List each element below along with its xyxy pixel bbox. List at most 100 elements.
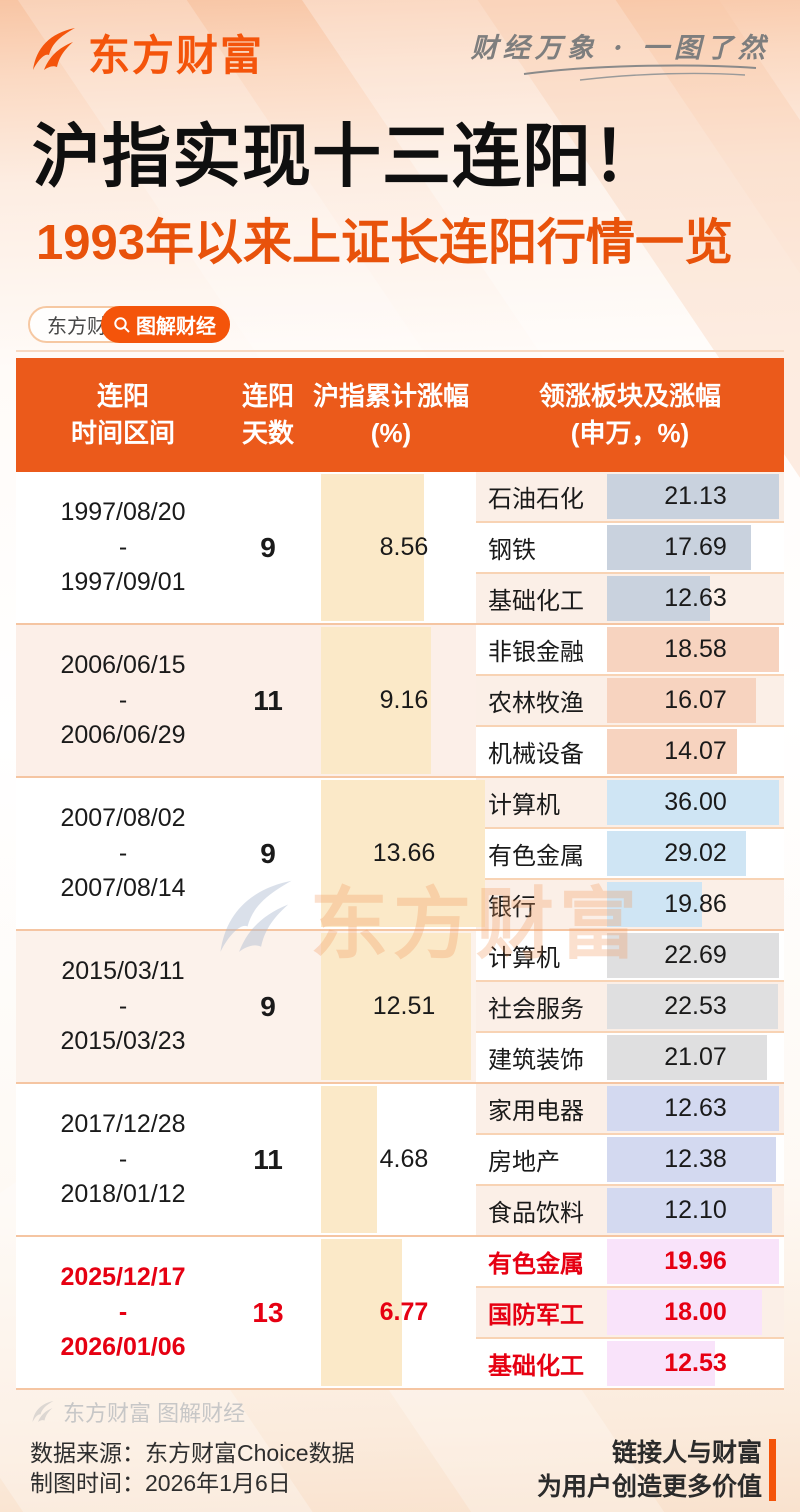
gain-bar xyxy=(321,627,431,774)
days-value: 9 xyxy=(260,837,276,869)
sector-value: 12.53 xyxy=(664,1349,727,1377)
sector-name: 基础化工 xyxy=(488,588,584,615)
sector-value: 22.53 xyxy=(664,992,727,1020)
footer-swoosh-icon xyxy=(32,1401,54,1422)
sector-name: 有色金属 xyxy=(488,1251,584,1278)
sectors-cell: 石油石化 21.13 钢铁 17.69 基础化工 12.63 xyxy=(476,472,784,623)
sector-bar xyxy=(607,1188,772,1233)
sector-name: 银行 xyxy=(488,894,536,921)
divider-line xyxy=(16,350,784,352)
period-text: 2006/06/15 xyxy=(60,651,186,679)
period-text: 2007/08/02 xyxy=(60,804,186,832)
days-value: 9 xyxy=(260,531,276,563)
sector-bar xyxy=(607,933,779,978)
period-cell: 2007/08/02 - 2007/08/14 xyxy=(16,778,230,929)
sector-bar xyxy=(607,1239,779,1284)
brand-logo: 东方财富 xyxy=(28,22,264,83)
sectors-cell: 有色金属 19.96 国防军工 18.00 基础化工 12.53 xyxy=(476,1237,784,1388)
sector-row: 石油石化 21.13 xyxy=(476,472,784,523)
sectors-cell: 非银金融 18.58 农林牧渔 16.07 机械设备 14.07 xyxy=(476,625,784,776)
sector-row: 钢铁 17.69 xyxy=(476,523,784,574)
period-cell: 2015/03/11 - 2015/03/23 xyxy=(16,931,230,1082)
slogan-line-1: 链接人与财富 xyxy=(611,1439,762,1467)
gain-cell: 9.16 xyxy=(306,625,476,776)
sector-value: 36.00 xyxy=(664,788,727,816)
sector-value: 12.63 xyxy=(664,584,727,612)
period-text: 1997/09/01 xyxy=(60,568,186,596)
sector-row: 有色金属 29.02 xyxy=(476,829,784,880)
sector-bar xyxy=(607,627,779,672)
days-cell: 9 xyxy=(230,778,306,929)
sector-row: 社会服务 22.53 xyxy=(476,982,784,1033)
sector-row: 建筑装饰 21.07 xyxy=(476,1033,784,1082)
sector-row: 国防军工 18.00 xyxy=(476,1288,784,1339)
days-value: 9 xyxy=(260,990,276,1022)
sector-name: 食品饮料 xyxy=(488,1200,584,1227)
sector-bar xyxy=(607,729,738,774)
sector-row: 有色金属 19.96 xyxy=(476,1237,784,1288)
period-text: 2006/06/29 xyxy=(60,721,186,749)
eastmoney-swoosh-icon xyxy=(28,24,80,81)
sector-value-area: 36.00 xyxy=(607,778,784,827)
sector-value-area: 12.10 xyxy=(607,1186,784,1235)
days-cell: 9 xyxy=(230,931,306,1082)
sector-value-area: 12.63 xyxy=(607,1084,784,1133)
period-text: 2015/03/11 xyxy=(61,957,185,985)
sector-value: 19.86 xyxy=(664,890,727,918)
sector-bar xyxy=(607,780,779,825)
sector-bar xyxy=(607,1290,763,1335)
sector-name: 计算机 xyxy=(488,945,560,972)
period-text: 2015/03/23 xyxy=(60,1027,186,1055)
gain-value: 8.56 xyxy=(379,533,429,561)
period-text: 2018/01/12 xyxy=(60,1180,186,1208)
period-text: - xyxy=(118,1298,128,1326)
sectors-cell: 计算机 22.69 社会服务 22.53 建筑装饰 21.07 xyxy=(476,931,784,1082)
gain-bar xyxy=(321,780,485,927)
sector-value: 14.07 xyxy=(664,737,727,765)
period-text: 2017/12/28 xyxy=(60,1110,186,1138)
period-text: 1997/08/20 xyxy=(60,498,186,526)
sector-value: 29.02 xyxy=(664,839,727,867)
channel-badge[interactable]: 图解财经 xyxy=(101,306,230,343)
sector-bar xyxy=(607,1137,776,1182)
sector-value: 21.13 xyxy=(664,482,727,510)
sector-value: 12.63 xyxy=(664,1094,727,1122)
table-row: 2017/12/28 - 2018/01/12 11 4.68 家用电器 12.63 房地产 1… xyxy=(16,1084,784,1237)
app-badge[interactable]: 东方财富APP 图解财经 xyxy=(28,306,230,343)
sector-name: 石油石化 xyxy=(488,486,584,513)
sector-row: 机械设备 14.07 xyxy=(476,727,784,776)
data-table: 连阳 时间区间 连阳 天数 沪指累计涨幅 (%) 领涨板块及涨幅 (申万，%) 1997… xyxy=(16,358,784,1390)
sector-bar xyxy=(607,1341,715,1386)
days-value: 11 xyxy=(253,684,283,716)
period-cell: 2025/12/17 - 2026/01/06 xyxy=(16,1237,230,1388)
days-cell: 11 xyxy=(230,1084,306,1235)
period-cell: 1997/08/20 - 1997/09/01 xyxy=(16,472,230,623)
sector-name: 有色金属 xyxy=(488,843,584,870)
sector-value: 21.07 xyxy=(664,1043,727,1071)
sector-bar xyxy=(607,831,746,876)
data-source: 数据来源：东方财富Choice数据 xyxy=(30,1440,355,1466)
days-value: 11 xyxy=(253,1143,283,1175)
header-period: 连阳 时间区间 xyxy=(70,381,175,448)
sector-name: 社会服务 xyxy=(488,996,584,1023)
sector-value: 17.69 xyxy=(664,533,727,561)
days-cell: 13 xyxy=(230,1237,306,1388)
chart-date: 制图时间：2026年1月6日 xyxy=(30,1470,291,1496)
sector-value-area: 21.13 xyxy=(607,472,784,521)
sector-name: 农林牧渔 xyxy=(488,690,584,717)
tagline: 财经万象 · 一图了然 xyxy=(470,33,770,64)
days-cell: 11 xyxy=(230,625,306,776)
table-row: 2007/08/02 - 2007/08/14 9 13.66 计算机 36.00 有色金属 2… xyxy=(16,778,784,931)
table-row: 2006/06/15 - 2006/06/29 11 9.16 非银金融 18.58 农林牧渔… xyxy=(16,625,784,778)
period-text: - xyxy=(118,533,128,561)
sector-value: 19.96 xyxy=(664,1247,727,1275)
gain-bar xyxy=(321,474,424,621)
gain-cell: 6.77 xyxy=(306,1237,476,1388)
search-icon xyxy=(114,316,130,333)
sector-name: 机械设备 xyxy=(488,741,584,768)
sector-bar xyxy=(607,474,779,519)
sector-row: 食品饮料 12.10 xyxy=(476,1186,784,1235)
sector-row: 房地产 12.38 xyxy=(476,1135,784,1186)
sector-value: 12.10 xyxy=(664,1196,727,1224)
gain-value: 13.66 xyxy=(372,839,436,867)
